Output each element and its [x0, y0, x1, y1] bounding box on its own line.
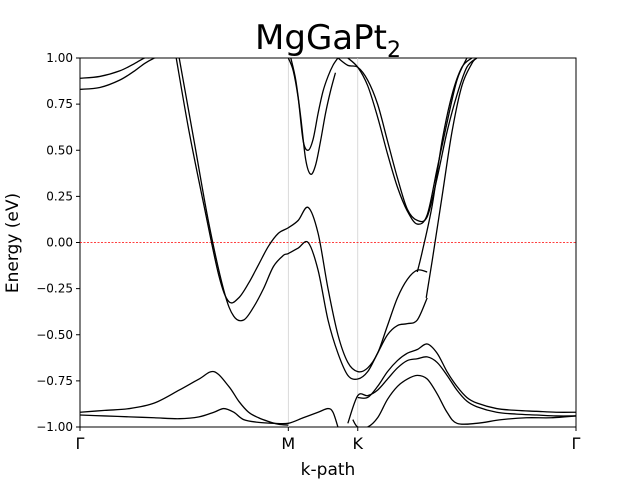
y-tick-label: 0.50 [46, 143, 73, 157]
y-tick-label: −0.50 [36, 328, 73, 342]
band-line-6 [416, 58, 473, 273]
y-tick-label: −1.00 [36, 420, 73, 434]
y-tick-label: −0.75 [36, 374, 73, 388]
bands [80, 58, 576, 427]
band-line-8 [290, 58, 337, 175]
plot-area: −1.00 −0.75 −0.50 −0.25 0.00 0.25 0.50 0.75 1.00… [36, 51, 580, 453]
band-line-4 [178, 58, 428, 380]
x-axis-label: k-path [301, 460, 356, 480]
band-line-1 [80, 58, 149, 79]
band-line-10 [347, 58, 468, 225]
band-line-13 [357, 343, 576, 413]
kpoint-label: Γ [572, 434, 581, 453]
y-tick-label: 1.00 [46, 51, 73, 65]
band-line-3 [175, 58, 428, 373]
kpoint-label: Γ [76, 434, 85, 453]
band-line-7 [287, 58, 339, 151]
band-line-2 [80, 58, 157, 91]
chart-title: MgGaPt2 [255, 18, 401, 63]
band-line-11 [80, 370, 289, 426]
band-line-15 [352, 374, 576, 427]
y-axis-label: Energy (eV) [3, 193, 23, 293]
kpoint-label: K [353, 434, 364, 453]
chart-title-main: MgGaPt [255, 18, 387, 58]
y-tick-label: −0.25 [36, 282, 73, 296]
chart-title-subscript: 2 [387, 38, 401, 63]
y-tick-label: 0.75 [46, 97, 73, 111]
band-line-5 [425, 58, 478, 298]
band-line-9 [337, 58, 478, 223]
band-line-12 [80, 407, 339, 427]
y-axis: −1.00 −0.75 −0.50 −0.25 0.00 0.25 0.50 0.75 1.00 [36, 51, 80, 434]
y-tick-label: 0.25 [46, 189, 73, 203]
y-tick-label: 0.00 [46, 236, 73, 250]
kpoint-label: M [281, 434, 295, 453]
band-line-14 [347, 356, 576, 424]
